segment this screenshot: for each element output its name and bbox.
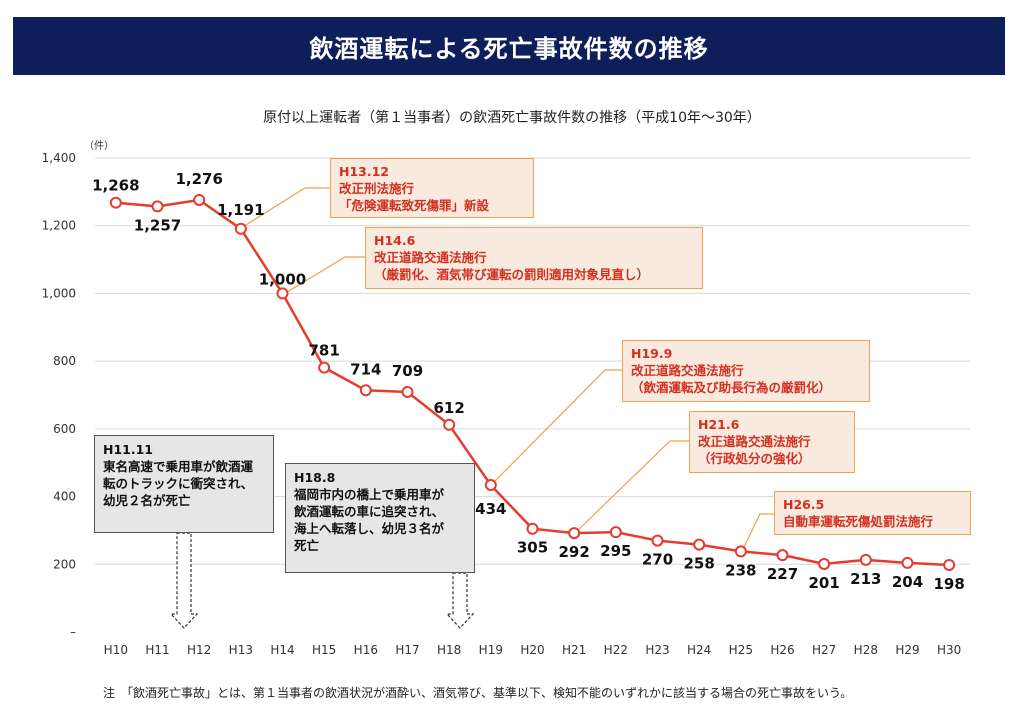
data-label: 258: [684, 555, 715, 573]
data-point: [318, 361, 331, 374]
x-tick-label: H13: [229, 643, 253, 657]
x-tick-label: H12: [187, 643, 211, 657]
annotation-connector: [283, 256, 365, 295]
data-point: [359, 384, 372, 397]
data-point: [776, 549, 789, 562]
data-label: 1,257: [134, 216, 181, 234]
data-point: [526, 522, 539, 535]
data-label: 1,191: [217, 201, 264, 219]
data-point: [693, 538, 706, 551]
down-arrow-icon: [169, 532, 199, 629]
x-tick-label: H17: [395, 643, 419, 657]
y-tick-label: 200: [53, 557, 76, 571]
accident-box-h18-8: H18.8 福岡市内の橋上で乗用車が 飲酒運転の車に追突され、 海上へ転落し、幼…: [285, 463, 475, 573]
annotation-connector: [741, 513, 774, 552]
annotation-h13-12: H13.12 改正刑法施行 「危険運転致死傷罪」新設: [330, 158, 534, 218]
data-point: [484, 479, 497, 492]
annotation-connector: [240, 187, 330, 229]
down-arrow-icon: [445, 572, 475, 629]
x-tick-label: H10: [104, 643, 128, 657]
data-label: 781: [309, 342, 340, 360]
chart-title: 原付以上運転者（第１当事者）の飲酒死亡事故件数の推移（平成10年〜30年）: [263, 110, 761, 126]
data-label: 201: [809, 574, 840, 592]
x-tick-label: H18: [437, 643, 461, 657]
annotation-h14-6: H14.6 改正道路交通法施行 （厳罰化、酒気帯び運転の罰則適用対象見直し）: [365, 227, 703, 289]
data-label: 198: [934, 575, 965, 593]
data-label: 238: [725, 561, 756, 579]
x-tick-label: H22: [604, 643, 628, 657]
data-label: 270: [642, 551, 673, 569]
annotation-h19-9: H19.9 改正道路交通法施行 （飲酒運転及び助長行為の厳罰化）: [622, 340, 870, 402]
data-point: [651, 534, 664, 547]
data-label: 434: [475, 500, 506, 518]
data-label: 295: [600, 542, 631, 560]
x-tick-label: H20: [520, 643, 544, 657]
data-label: 709: [392, 362, 423, 380]
data-label: 227: [767, 565, 798, 583]
data-point: [151, 200, 164, 213]
y-tick-label: –: [70, 625, 76, 639]
data-point: [234, 222, 247, 235]
data-point: [193, 193, 206, 206]
data-label: 213: [850, 570, 881, 588]
annotation-connector: [490, 369, 622, 486]
y-tick-label: 400: [53, 490, 76, 504]
x-tick-label: H23: [645, 643, 669, 657]
data-point: [818, 557, 831, 570]
x-tick-label: H15: [312, 643, 336, 657]
x-tick-label: H30: [937, 643, 961, 657]
data-point: [401, 385, 414, 398]
x-tick-label: H29: [895, 643, 919, 657]
data-point: [901, 556, 914, 569]
x-tick-label: H11: [145, 643, 169, 657]
data-label: 305: [517, 539, 548, 557]
x-tick-label: H28: [854, 643, 878, 657]
x-tick-label: H26: [770, 643, 794, 657]
page-title-banner: 飲酒運転による死亡事故件数の推移: [13, 17, 1005, 75]
y-tick-label: 1,200: [42, 219, 76, 233]
y-axis-unit-label: （件）: [84, 140, 114, 152]
x-tick-label: H16: [354, 643, 378, 657]
x-tick-label: H25: [729, 643, 753, 657]
data-label: 1,268: [92, 177, 139, 195]
footnote: 注 「飲酒死亡事故」とは、第１当事者の飲酒状況が酒酔い、酒気帯び、基準以下、検知…: [103, 686, 853, 700]
data-point: [734, 545, 747, 558]
data-label: 1,000: [259, 270, 306, 288]
data-point: [276, 287, 289, 300]
data-label: 1,276: [175, 170, 222, 188]
y-tick-label: 1,000: [42, 286, 76, 300]
data-point: [443, 418, 456, 431]
data-label: 292: [559, 543, 590, 561]
annotation-h26-5: H26.5 自動車運転死傷処罰法施行: [774, 491, 971, 535]
annotation-h21-6: H21.6 改正道路交通法施行 （行政処分の強化）: [689, 411, 855, 473]
data-point: [859, 553, 872, 566]
x-tick-label: H24: [687, 643, 711, 657]
data-label: 714: [350, 360, 381, 378]
data-point: [943, 558, 956, 571]
y-tick-label: 1,400: [42, 151, 76, 165]
y-tick-label: 800: [53, 354, 76, 368]
x-tick-label: H21: [562, 643, 586, 657]
data-point: [568, 527, 581, 540]
x-tick-label: H14: [270, 643, 294, 657]
data-label: 204: [892, 573, 923, 591]
annotation-connector: [574, 440, 689, 534]
data-point: [609, 526, 622, 539]
accident-box-h11-11: H11.11 東名高速で乗用車が飲酒運 転のトラックに衝突され、 幼児２名が死亡: [94, 435, 274, 533]
x-tick-label: H19: [479, 643, 503, 657]
data-label: 612: [434, 399, 465, 417]
y-tick-label: 600: [53, 422, 76, 436]
data-point: [109, 196, 122, 209]
x-tick-label: H27: [812, 643, 836, 657]
